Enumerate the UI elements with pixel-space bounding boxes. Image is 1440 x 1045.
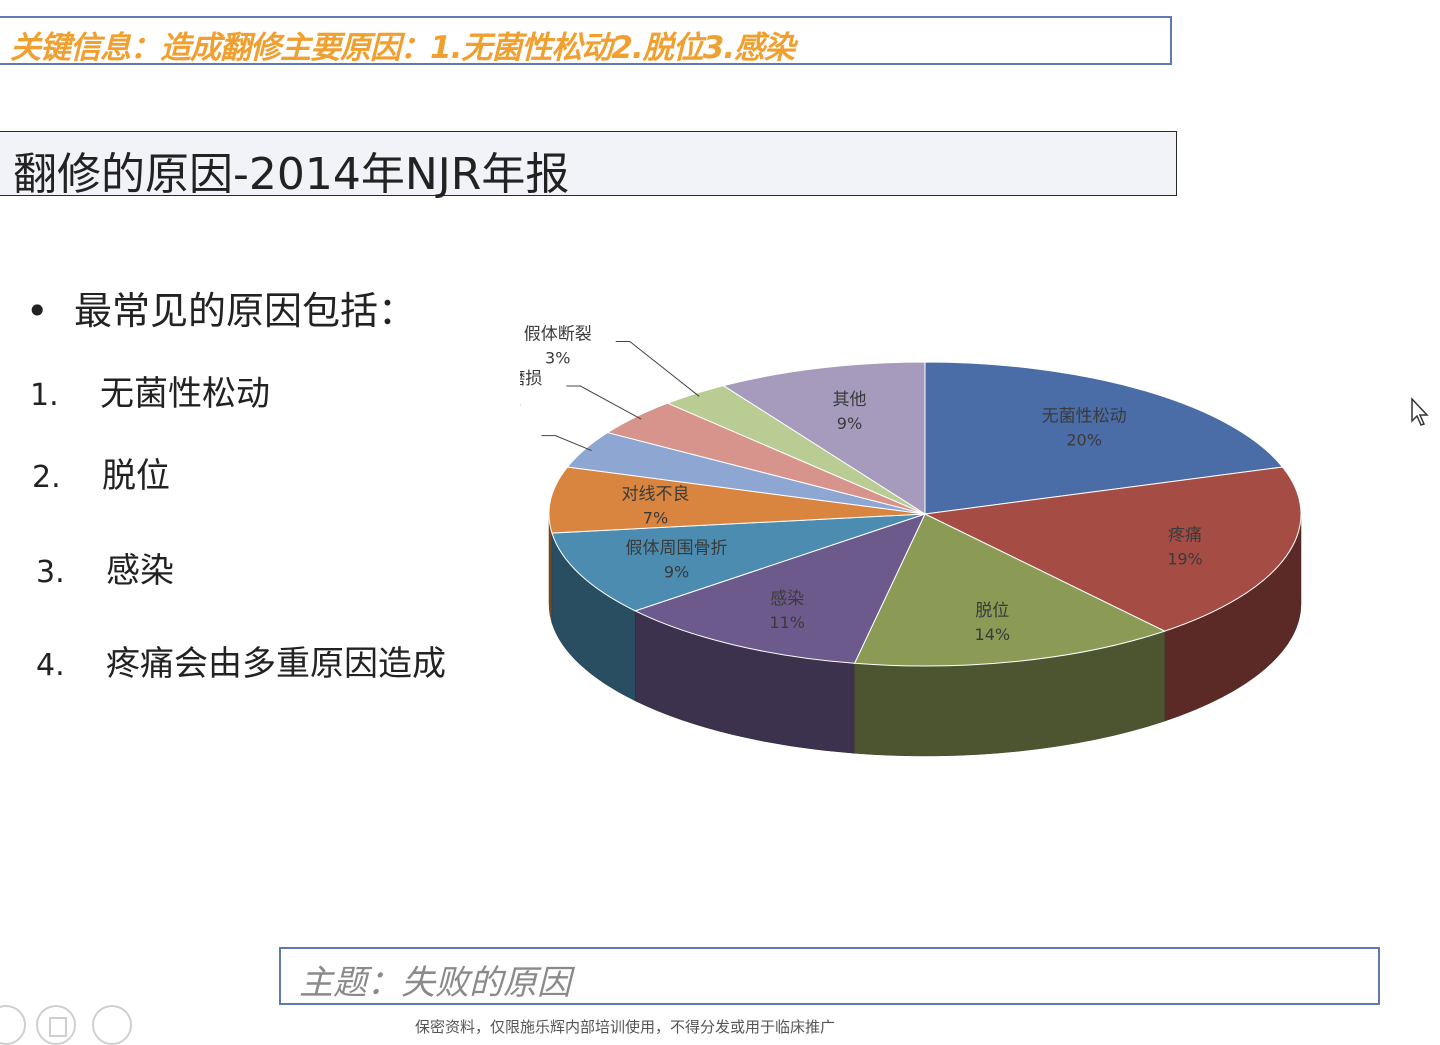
key-info-banner: 关键信息：造成翻修主要原因：1.无菌性松动2.脱位3.感染 <box>0 16 1172 66</box>
pie-slice-9 <box>722 361 926 515</box>
pie-slice-5 <box>548 466 926 534</box>
pie-slice-0 <box>924 361 1284 515</box>
list-item-text: 疼痛会由多重原因造成 <box>106 644 446 684</box>
list-item: 1. 无菌性松动 <box>30 366 270 415</box>
pie-category-label: 其他 <box>832 390 866 410</box>
pie-value-label: 19% <box>1167 550 1203 569</box>
pie-leader-line <box>615 340 700 397</box>
pie-slice-1 <box>923 466 1302 632</box>
mouse-cursor-icon <box>1411 397 1429 426</box>
bullet-heading: • 最常见的原因包括： <box>26 280 416 335</box>
pie-category-label: 假体磨损 <box>520 369 542 389</box>
list-item-number: 3. <box>36 555 65 590</box>
topic-text: 主题：失败的原因 <box>299 963 571 1003</box>
pie-leader-line <box>541 435 592 452</box>
pie-category-label: 脱位 <box>975 601 1009 621</box>
slide-control-notes-icon[interactable] <box>36 1005 76 1045</box>
pie-value-label: 3% <box>545 348 570 367</box>
list-item: 2. 脱位 <box>32 448 170 497</box>
slide-title-bar: 翻修的原因-2014年NJR年报 <box>0 131 1177 200</box>
pie-leader-line <box>566 385 642 420</box>
pie-value-label: 9% <box>664 562 689 581</box>
list-item-number: 4. <box>36 648 65 683</box>
pie-value-label: 7% <box>643 509 668 528</box>
pie-slice-4 <box>551 513 926 612</box>
pie-category-label: 对线不良 <box>621 485 689 505</box>
pie-category-label: 疼痛 <box>1168 526 1202 546</box>
slide-title: 翻修的原因-2014年NJR年报 <box>13 149 570 200</box>
revision-reasons-pie-chart: 无菌性松动20%疼痛19%脱位14%感染11%假体周围骨折9%对线不良7%骨溶解… <box>520 324 1302 757</box>
pie-category-label: 假体断裂 <box>524 324 592 344</box>
pie-category-label: 感染 <box>770 589 804 609</box>
topic-box: 主题：失败的原因 <box>279 947 1380 1005</box>
list-item-number: 2. <box>32 460 61 495</box>
pie-slice-2 <box>853 513 1166 667</box>
list-item-text: 脱位 <box>102 456 170 496</box>
pie-value-label: 4% <box>520 393 521 412</box>
list-item-number: 1. <box>30 378 59 413</box>
pie-category-label: 假体周围骨折 <box>626 538 728 558</box>
key-info-text: 关键信息：造成翻修主要原因：1.无菌性松动2.脱位3.感染 <box>10 30 795 66</box>
bullet-dot-icon: • <box>26 289 49 333</box>
list-item-text: 无菌性松动 <box>100 374 270 414</box>
pie-value-label: 11% <box>769 613 805 632</box>
pie-slice-3 <box>633 513 926 664</box>
confidential-footer: 保密资料，仅限施乐辉内部培训使用，不得分发或用于临床推广 <box>415 1018 836 1036</box>
slide-control-more-icon[interactable] <box>92 1005 132 1045</box>
pie-value-label: 9% <box>837 414 862 433</box>
list-item-text: 感染 <box>106 551 174 591</box>
list-item: 4. 疼痛会由多重原因造成 <box>36 636 446 685</box>
bullet-heading-text: 最常见的原因包括： <box>74 289 417 333</box>
pie-category-label: 无菌性松动 <box>1042 406 1127 426</box>
pie-value-label: 20% <box>1066 430 1102 449</box>
pie-value-label: 14% <box>975 625 1011 644</box>
list-item: 3. 感染 <box>36 543 174 592</box>
slide-control-prev-icon[interactable] <box>0 1005 26 1045</box>
